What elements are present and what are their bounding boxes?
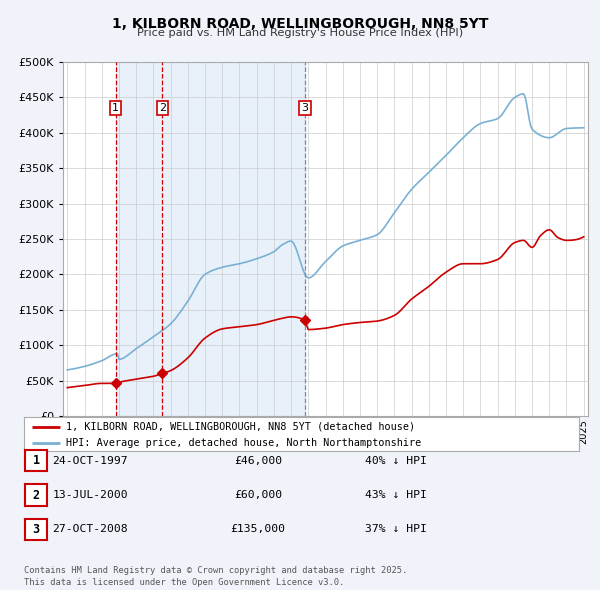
Text: 2: 2 xyxy=(32,489,40,502)
Text: Contains HM Land Registry data © Crown copyright and database right 2025.
This d: Contains HM Land Registry data © Crown c… xyxy=(24,566,407,587)
Text: 1: 1 xyxy=(32,454,40,467)
Text: 1: 1 xyxy=(112,103,119,113)
Text: 27-OCT-2008: 27-OCT-2008 xyxy=(52,525,128,534)
Text: £60,000: £60,000 xyxy=(234,490,282,500)
Text: 3: 3 xyxy=(32,523,40,536)
Text: 43% ↓ HPI: 43% ↓ HPI xyxy=(365,490,427,500)
Text: HPI: Average price, detached house, North Northamptonshire: HPI: Average price, detached house, Nort… xyxy=(65,438,421,448)
Text: Price paid vs. HM Land Registry's House Price Index (HPI): Price paid vs. HM Land Registry's House … xyxy=(137,28,463,38)
Bar xyxy=(116,62,305,416)
Text: 3: 3 xyxy=(302,103,308,113)
Text: 40% ↓ HPI: 40% ↓ HPI xyxy=(365,456,427,466)
Text: 37% ↓ HPI: 37% ↓ HPI xyxy=(365,525,427,534)
Text: 1, KILBORN ROAD, WELLINGBOROUGH, NN8 5YT (detached house): 1, KILBORN ROAD, WELLINGBOROUGH, NN8 5YT… xyxy=(65,422,415,432)
Text: 1, KILBORN ROAD, WELLINGBOROUGH, NN8 5YT: 1, KILBORN ROAD, WELLINGBOROUGH, NN8 5YT xyxy=(112,17,488,31)
Text: 13-JUL-2000: 13-JUL-2000 xyxy=(52,490,128,500)
Text: 24-OCT-1997: 24-OCT-1997 xyxy=(52,456,128,466)
Text: £46,000: £46,000 xyxy=(234,456,282,466)
Text: £135,000: £135,000 xyxy=(230,525,286,534)
Text: 2: 2 xyxy=(159,103,166,113)
